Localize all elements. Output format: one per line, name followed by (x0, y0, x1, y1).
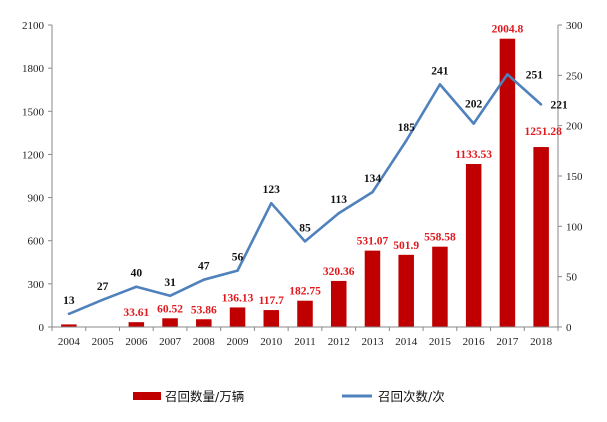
bar (465, 163, 482, 327)
bar (61, 324, 77, 327)
bar-data-label: 2004.8 (492, 24, 524, 36)
line-data-label: 202 (465, 99, 483, 111)
bar-data-label: 136.13 (222, 292, 254, 304)
bar (398, 254, 414, 327)
bar (432, 246, 448, 327)
bar-data-label: 33.61 (123, 307, 149, 319)
left-tick-label: 1500 (22, 106, 45, 118)
x-tick-label: 2012 (328, 336, 350, 348)
bar (364, 250, 381, 327)
line-point (303, 240, 307, 243)
bar-data-label: 558.58 (424, 232, 456, 244)
right-tick-label: 300 (566, 20, 583, 32)
line-data-label: 85 (299, 222, 311, 234)
line-point (101, 298, 104, 302)
bar (330, 280, 347, 327)
left-tick-label: 900 (28, 193, 45, 205)
line-point (506, 73, 509, 76)
x-tick-label: 2006 (125, 336, 148, 348)
x-tick-label: 2016 (463, 336, 486, 348)
bar-data-label: 1133.53 (455, 149, 492, 161)
x-tick-label: 2017 (496, 336, 519, 348)
x-tick-label: 2011 (294, 336, 316, 348)
line-point (270, 201, 273, 205)
line-point (438, 83, 442, 86)
left-tick-label: 300 (28, 279, 45, 291)
right-axis: 0 50 100 150 200 250 300 (557, 20, 583, 334)
bar (128, 322, 145, 327)
right-tick-label: 0 (566, 322, 572, 334)
line-data-label: 13 (63, 295, 75, 307)
line-data-label: 56 (232, 252, 244, 264)
left-axis: 0 300 600 900 1200 1500 1800 2100 (22, 20, 53, 334)
bar-data-label: 501.9 (393, 240, 419, 252)
line-point (67, 312, 71, 316)
legend-bar-swatch (133, 392, 161, 400)
line-data-label: 113 (330, 194, 347, 206)
bar-data-label: 531.07 (357, 236, 389, 248)
bar-data-label: 320.36 (323, 266, 355, 278)
x-tick-label: 2005 (92, 336, 115, 348)
x-tick-label: 2004 (58, 336, 81, 348)
left-tick-label: 1200 (22, 149, 45, 161)
bar (297, 300, 313, 327)
bar-series (61, 38, 549, 327)
legend-bar-label: 召回数量/万辆 (165, 389, 244, 404)
bar-data-label: 182.75 (289, 286, 321, 298)
x-tick-label: 2010 (260, 336, 283, 348)
line-point (168, 294, 172, 297)
line-data-label: 47 (198, 261, 210, 273)
line-point (405, 139, 408, 142)
line-data-label: 251 (526, 69, 544, 81)
line-data-label: 241 (431, 65, 449, 77)
line-data-label: 221 (551, 100, 569, 112)
line-series (67, 73, 543, 316)
left-tick-label: 600 (28, 236, 45, 248)
right-tick-label: 50 (566, 272, 578, 284)
left-tick-label: 0 (39, 322, 45, 334)
bar-data-label: 1251.28 (524, 126, 562, 138)
bar (499, 38, 516, 327)
line-point (202, 278, 205, 281)
x-tick-label: 2008 (193, 336, 216, 348)
right-tick-label: 150 (566, 171, 583, 183)
x-tick-label: 2014 (395, 336, 418, 348)
line-point (135, 285, 138, 288)
line-point (472, 122, 475, 125)
line-data-label: 40 (131, 268, 143, 280)
x-axis: 2004 2005 2006 2007 2008 2009 2010 2011 2012 2013… (51, 326, 559, 348)
x-tick-label: 2007 (159, 336, 182, 348)
bar (533, 147, 549, 327)
bar (196, 319, 212, 327)
x-tick-label: 2009 (227, 336, 250, 348)
bar-data-label: 117.7 (259, 295, 284, 307)
line-data-label: 31 (164, 277, 176, 289)
bar-data-label: 53.86 (191, 304, 217, 316)
x-tick-label: 2018 (530, 336, 553, 348)
left-tick-label: 1800 (22, 63, 45, 75)
right-tick-label: 250 (566, 70, 583, 82)
legend-line-label: 召回次数/次 (378, 389, 445, 404)
bar (162, 318, 178, 327)
bar (229, 307, 246, 327)
bar-data-label: 60.52 (157, 303, 183, 315)
line-data-label: 123 (263, 184, 281, 196)
x-tick-label: 2013 (361, 336, 384, 348)
line-data-label: 134 (364, 173, 382, 185)
line-data-label: 185 (398, 122, 416, 134)
left-tick-label: 2100 (22, 20, 45, 32)
line-point (539, 103, 543, 106)
line-data-label: 27 (97, 281, 109, 293)
x-tick-label: 2015 (429, 336, 452, 348)
line-point (337, 212, 340, 215)
right-tick-label: 200 (566, 121, 583, 133)
right-tick-label: 100 (566, 221, 583, 233)
line-point (371, 190, 374, 194)
bar (263, 310, 280, 327)
legend: 召回数量/万辆 召回次数/次 (133, 389, 445, 404)
line-point (236, 269, 239, 272)
